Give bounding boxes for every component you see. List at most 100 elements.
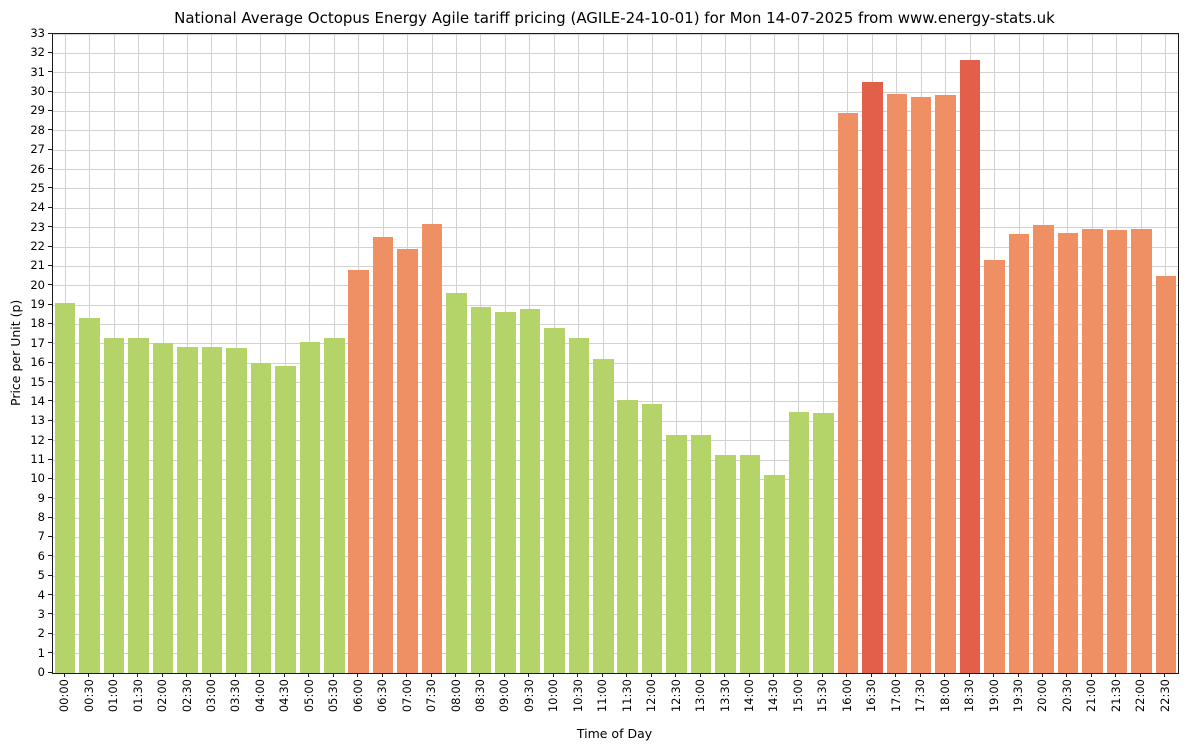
y-gridline	[53, 362, 1178, 364]
y-tick-label: 15	[30, 374, 45, 389]
y-tick-mark	[48, 439, 52, 441]
x-tick-label: 06:30	[375, 679, 390, 713]
y-gridline	[53, 420, 1178, 422]
bar-18:00	[935, 94, 956, 673]
bar-14:30	[764, 474, 785, 673]
y-tick-mark	[48, 71, 52, 73]
x-tick-label: 16:00	[839, 679, 854, 713]
y-tick-mark	[48, 613, 52, 615]
y-gridline	[53, 227, 1178, 229]
x-tick-label: 00:30	[81, 679, 96, 713]
y-tick-mark	[48, 458, 52, 460]
bar-15:00	[788, 411, 810, 673]
y-tick-label: 20	[30, 277, 45, 292]
bar-08:00	[446, 293, 467, 673]
bar-12:00	[641, 403, 663, 673]
y-gridline	[53, 595, 1178, 597]
y-tick-label: 6	[37, 548, 45, 563]
x-tick-label: 16:30	[864, 679, 879, 713]
x-tick-mark	[112, 673, 114, 677]
x-tick-label: 15:00	[790, 679, 805, 713]
x-tick-label: 10:00	[546, 679, 561, 713]
x-tick-label: 03:30	[228, 679, 243, 713]
x-tick-label: 22:00	[1133, 679, 1148, 713]
y-tick-mark	[48, 652, 52, 654]
x-gridline	[725, 34, 727, 673]
y-tick-mark	[48, 594, 52, 596]
y-tick-mark	[48, 555, 52, 557]
x-tick-label: 18:00	[937, 679, 952, 713]
x-tick-label: 06:00	[350, 679, 365, 713]
x-tick-label: 08:30	[472, 679, 487, 713]
bar-02:00	[152, 342, 174, 673]
y-gridline	[53, 556, 1178, 558]
bar-17:30	[910, 96, 932, 673]
y-tick-mark	[48, 477, 52, 479]
y-tick-label: 28	[30, 122, 45, 137]
x-tick-mark	[846, 673, 848, 677]
bar-03:00	[201, 346, 223, 673]
bar-21:00	[1082, 228, 1103, 673]
x-tick-mark	[944, 673, 946, 677]
bar-11:30	[617, 399, 638, 673]
x-tick-mark	[210, 673, 212, 677]
x-tick-mark	[430, 673, 432, 677]
x-tick-mark	[699, 673, 701, 677]
x-tick-label: 08:00	[448, 679, 463, 713]
x-tick-mark	[161, 673, 163, 677]
y-tick-label: 17	[30, 335, 45, 350]
y-tick-mark	[48, 361, 52, 363]
x-tick-mark	[1017, 673, 1019, 677]
x-tick-label: 19:30	[1011, 679, 1026, 713]
y-tick-label: 10	[30, 471, 45, 486]
y-tick-label: 23	[30, 219, 45, 234]
x-tick-label: 17:30	[913, 679, 928, 713]
y-tick-mark	[48, 109, 52, 111]
bar-05:00	[299, 341, 321, 673]
chart-title: National Average Octopus Energy Agile ta…	[174, 9, 1055, 27]
x-tick-label: 04:00	[252, 679, 267, 713]
y-tick-label: 12	[30, 432, 45, 447]
bar-08:30	[470, 307, 492, 673]
y-tick-label: 31	[30, 64, 45, 79]
y-tick-label: 7	[37, 529, 45, 544]
bar-07:30	[421, 223, 443, 673]
x-tick-mark	[772, 673, 774, 677]
bar-09:30	[519, 308, 541, 673]
x-tick-label: 14:00	[742, 679, 756, 713]
x-tick-label: 11:30	[619, 679, 634, 713]
x-gridline	[700, 34, 702, 673]
y-gridline	[53, 91, 1178, 93]
bar-13:00	[690, 434, 712, 673]
x-tick-label: 05:30	[326, 679, 341, 713]
y-tick-mark	[48, 497, 52, 499]
x-tick-mark	[1090, 673, 1092, 677]
x-tick-mark	[821, 673, 823, 677]
y-tick-mark	[48, 381, 52, 383]
x-tick-mark	[724, 673, 726, 677]
x-gridline	[773, 34, 775, 673]
x-tick-label: 03:00	[203, 679, 218, 713]
x-tick-mark	[63, 673, 65, 677]
y-gridline	[53, 285, 1178, 287]
y-gridline	[53, 304, 1178, 306]
y-gridline	[53, 246, 1178, 248]
y-tick-label: 16	[30, 355, 45, 370]
x-tick-label: 13:00	[693, 679, 708, 713]
y-tick-label: 21	[30, 258, 45, 273]
y-tick-mark	[48, 322, 52, 324]
y-gridline	[53, 401, 1178, 403]
x-gridline	[260, 34, 262, 673]
y-gridline	[53, 440, 1178, 442]
y-tick-label: 25	[30, 180, 45, 195]
plot-area	[52, 33, 1179, 674]
y-tick-mark	[48, 51, 52, 53]
x-tick-mark	[968, 673, 970, 677]
y-tick-mark	[48, 245, 52, 247]
bar-10:30	[568, 338, 590, 673]
y-tick-label: 5	[37, 568, 45, 583]
bar-03:30	[226, 347, 247, 673]
x-tick-mark	[137, 673, 139, 677]
bar-19:30	[1008, 234, 1030, 673]
